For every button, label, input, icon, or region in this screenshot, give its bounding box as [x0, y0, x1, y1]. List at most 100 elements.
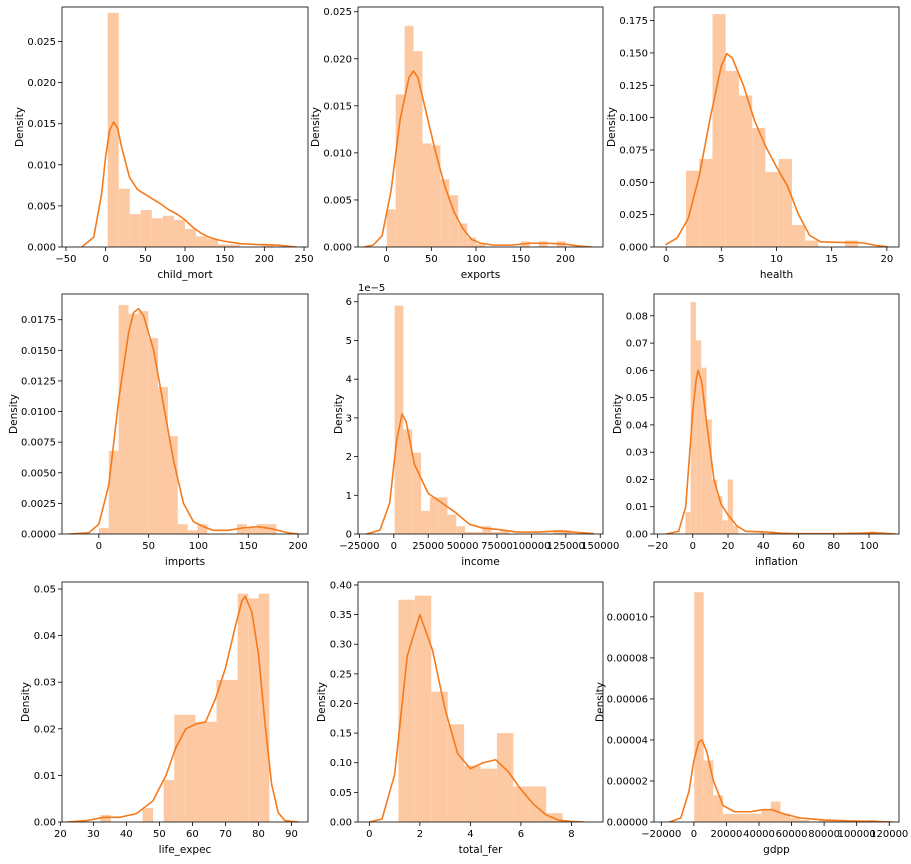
x-tick-label: 80 [252, 829, 265, 840]
y-tick-label: 0.005 [27, 201, 56, 212]
y-tick-label: 0.0075 [21, 438, 56, 449]
histogram-bar [464, 765, 481, 822]
histogram-bar [725, 71, 739, 247]
histogram-bar [138, 311, 149, 534]
histogram-bar [205, 721, 217, 822]
histogram-bar [513, 786, 530, 822]
histogram-bar [118, 305, 129, 534]
histogram-bar [394, 305, 404, 534]
y-tick-label: 0.125 [619, 81, 648, 92]
histogram-bar [500, 530, 510, 534]
histogram-bar [476, 244, 486, 247]
histogram-bar [722, 813, 733, 822]
x-tick-label: 60000 [776, 829, 808, 840]
x-tick-label: 20000 [711, 829, 743, 840]
x-tick-label: 25000 [412, 541, 444, 552]
y-tick-label: 0.01 [626, 502, 648, 513]
y-tick-label: 0.075 [619, 145, 648, 156]
histogram-bar [553, 530, 562, 534]
y-tick-label: 0.30 [330, 640, 352, 651]
panel-income-frame [357, 293, 604, 535]
x-tick-label: 2 [417, 829, 423, 840]
x-tick-label: 150 [239, 541, 258, 552]
y-tick-label: 0.025 [619, 210, 648, 221]
histogram-bar [480, 768, 497, 822]
y-tick-label: 0.03 [34, 678, 56, 689]
panel-child-mort: −50 0 50 100 150 200 250 0.000 0.005 0.010 0.015 0.… [14, 6, 314, 281]
histogram-bar [107, 12, 119, 247]
y-tick-label: 0.010 [323, 148, 352, 159]
histogram-bar [844, 240, 859, 247]
histogram-bar [752, 127, 766, 247]
histogram-bar [404, 25, 414, 247]
x-tick-label: −20 [647, 541, 668, 552]
y-tick-label: 5 [346, 336, 352, 347]
x-tick-label: 6 [518, 829, 524, 840]
histogram-bar [128, 313, 139, 534]
panel-exports: 0 50 100 150 200 0.000 0.005 0.010 0.015 0.020 0.0… [310, 6, 604, 281]
histogram-bar [699, 159, 713, 247]
panel-income-plot-area [365, 305, 595, 534]
histogram-bar [722, 520, 728, 534]
y-tick-label: 0.010 [27, 160, 56, 171]
y-tick-label: 0.00 [330, 818, 352, 829]
x-axis-label: child_mort [157, 269, 212, 281]
panel-imports: 0 50 100 150 200 0.0000 0.0025 0.0050 0.0075 0.01… [8, 293, 309, 568]
y-axis-label: Density [14, 107, 26, 147]
histogram-bar [778, 159, 792, 247]
x-axis-label: life_expec [159, 844, 212, 856]
y-offset-label: 1e−5 [358, 283, 385, 294]
x-axis-label: imports [165, 556, 205, 568]
kde-curve [363, 70, 594, 247]
kde-curve [81, 121, 297, 247]
y-tick-label: 0.00000 [607, 818, 648, 829]
histogram-bar [140, 210, 152, 247]
y-tick-label: 0.000 [619, 243, 648, 254]
y-tick-label: 0.40 [330, 580, 352, 591]
x-tick-label: 20 [880, 254, 893, 265]
x-tick-label: −25000 [339, 541, 379, 552]
panel-total-fer-frame [357, 581, 604, 823]
y-tick-label: 0.175 [619, 16, 648, 27]
x-tick-label: 0 [691, 829, 697, 840]
y-tick-label: 0.0175 [21, 315, 56, 326]
histogram-bar [431, 691, 448, 822]
y-tick-label: 0.00 [626, 530, 648, 541]
x-tick-label: 20 [722, 541, 735, 552]
histogram-bar [431, 145, 441, 247]
histogram-bar [780, 813, 791, 822]
histogram-bar [421, 510, 430, 534]
x-tick-label: 0 [102, 254, 108, 265]
x-tick-label: 200 [255, 254, 274, 265]
histogram-bar [491, 532, 501, 534]
histogram-bar [738, 95, 753, 247]
y-axis-label: Density [310, 107, 322, 147]
y-tick-label: 0.0050 [21, 468, 56, 479]
x-tick-label: 120000 [870, 829, 908, 840]
histogram-bar [227, 679, 238, 822]
histogram-bar [694, 592, 704, 822]
x-tick-label: −20000 [641, 829, 681, 840]
panel-income: −25000 0 25000 50000 75000 100000125000150000… [333, 283, 619, 568]
x-tick-label: 250 [294, 254, 313, 265]
y-tick-label: 0.000 [27, 243, 56, 254]
panel-gdpp-frame [653, 581, 900, 823]
y-tick-label: 0.0125 [21, 376, 56, 387]
histogram-bar [727, 479, 733, 534]
x-tick-label: 15 [825, 254, 838, 265]
histogram-bar [538, 241, 548, 247]
histogram-bar [438, 497, 448, 534]
histogram-bar [732, 813, 743, 822]
histogram-bar [403, 429, 413, 534]
x-tick-label: 80000 [808, 829, 840, 840]
histogram-bar [262, 244, 274, 247]
x-axis-label: inflation [755, 556, 798, 568]
histogram-bar [759, 531, 765, 534]
histogram-bar [108, 450, 119, 534]
x-axis-label: exports [461, 269, 500, 281]
y-tick-label: 0.02 [34, 724, 56, 735]
y-tick-label: 0.05 [330, 788, 352, 799]
x-tick-label: 40000 [743, 829, 775, 840]
histogram-bar [695, 340, 702, 534]
